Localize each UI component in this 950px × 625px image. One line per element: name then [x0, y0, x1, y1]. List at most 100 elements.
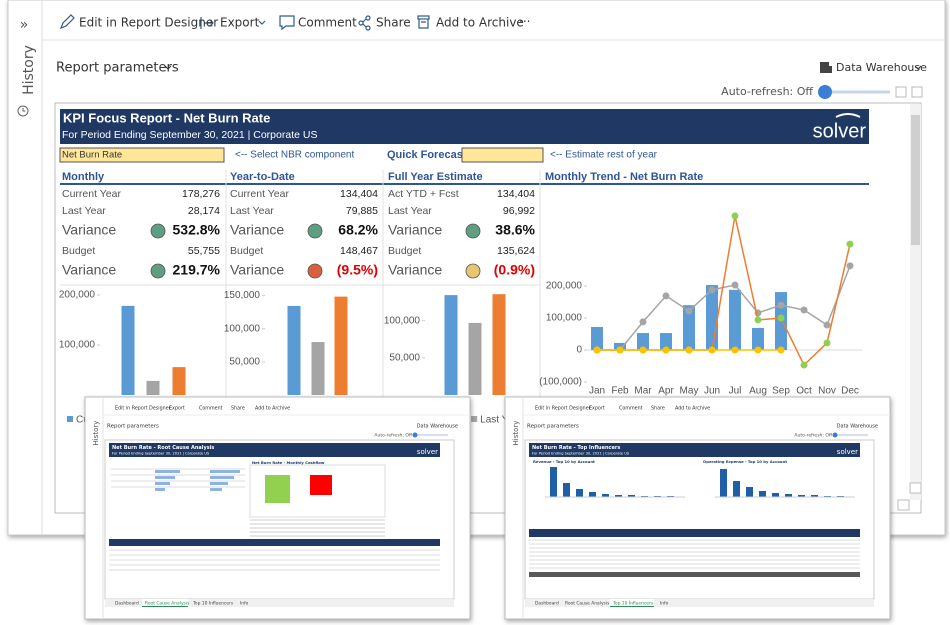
- kpi-label: Current Year: [230, 188, 289, 200]
- x-tick-label: Mar: [634, 386, 652, 397]
- select-hint: <-- Select NBR component: [235, 150, 354, 161]
- component-select[interactable]: [59, 147, 225, 163]
- forecast-input[interactable]: [461, 147, 544, 163]
- marker: [708, 286, 716, 294]
- data-bar: [759, 491, 766, 497]
- history-tab: History: [512, 421, 520, 446]
- toolbar-button[interactable]: Comment: [298, 16, 357, 30]
- kpi-label: Variance: [388, 222, 442, 238]
- logo: solver: [837, 448, 858, 456]
- toolbar-button: Export: [169, 406, 185, 412]
- scrollbar-thumb[interactable]: [911, 115, 920, 245]
- marker: [823, 321, 831, 329]
- table-header: [529, 529, 860, 537]
- kpi-label: Budget: [62, 245, 95, 257]
- data-bar: [615, 495, 622, 497]
- grid-icon[interactable]: [911, 86, 923, 98]
- toolbar-button: Share: [231, 406, 245, 412]
- scroll-right[interactable]: [897, 499, 910, 511]
- refresh-toggle: [832, 432, 838, 438]
- data-bar: [210, 470, 240, 473]
- total-row: [529, 572, 860, 577]
- kpi-label: Last Year: [230, 205, 274, 217]
- sheet-tab[interactable]: Dashboard: [535, 601, 559, 607]
- component-value[interactable]: Net Burn Rate: [62, 150, 122, 161]
- y-tick-label: 200,000: [546, 281, 583, 292]
- bar: [146, 380, 160, 395]
- report-parameters: Report parameters: [527, 424, 579, 430]
- sheet-tab[interactable]: Dashboard: [115, 601, 139, 607]
- report-subtitle: For Period Ending September 30, 2021 | C…: [62, 129, 317, 141]
- kpi-label: Budget: [388, 245, 421, 257]
- kpi-value: 38.6%: [495, 222, 535, 238]
- sheet-tab[interactable]: Info: [660, 601, 669, 607]
- data-bar: [155, 470, 180, 473]
- kpi-label: Variance: [230, 222, 284, 238]
- kpi-value: 79,885: [346, 205, 378, 217]
- report-header: [60, 109, 869, 144]
- data-bar: [628, 495, 635, 497]
- kpi-label: Current Year: [62, 188, 121, 200]
- toolbar-button[interactable]: Add to Archive: [436, 16, 524, 30]
- toolbar-button[interactable]: Edit in Report Designer: [79, 16, 218, 30]
- bar: [468, 322, 482, 395]
- data-bar: [550, 467, 557, 497]
- active-tab: [142, 599, 188, 607]
- bar: [444, 295, 458, 395]
- panel-title: Revenue - Top 10 by Account: [533, 459, 595, 464]
- kpi-value: 532.8%: [173, 222, 221, 238]
- marker: [731, 346, 739, 354]
- marker: [731, 212, 739, 220]
- marker: [593, 346, 601, 354]
- x-tick-label: Feb: [611, 386, 629, 397]
- sheet-tab[interactable]: Root Cause Analysis: [145, 601, 190, 607]
- sheet-tab[interactable]: Root Cause Analysis: [565, 601, 610, 607]
- toolbar-icons: [59, 14, 430, 31]
- bar: [334, 296, 348, 395]
- history-tab[interactable]: History: [21, 45, 37, 95]
- y-tick-label: 100,000: [59, 340, 96, 351]
- expand-icon[interactable]: [895, 86, 907, 98]
- kpi-heading: Monthly: [62, 171, 105, 183]
- status-indicator: [150, 263, 166, 279]
- bar: [683, 305, 695, 350]
- kpi-value: 219.7%: [173, 262, 221, 278]
- toolbar-button[interactable]: Export: [220, 16, 260, 30]
- y-tick-label: 100,000: [224, 323, 261, 334]
- refresh-toggle: [412, 432, 418, 438]
- sheet-tab[interactable]: Info: [240, 601, 249, 607]
- data-source: Data Warehouse: [417, 424, 458, 430]
- kpi-label: Variance: [388, 262, 442, 278]
- report-parameters[interactable]: Report parameters: [56, 61, 179, 76]
- legend-label: Last Year: [480, 415, 522, 426]
- toolbar-button[interactable]: Share: [376, 16, 411, 30]
- scrollbar[interactable]: [910, 104, 921, 500]
- more-button[interactable]: ···: [519, 15, 530, 29]
- toolbar-button: Comment: [619, 406, 643, 412]
- clock-icon[interactable]: [17, 105, 29, 117]
- kpi-heading: Full Year Estimate: [388, 171, 483, 183]
- sheet-tab[interactable]: Top 10 Influencers: [612, 601, 654, 607]
- marker: [846, 240, 854, 248]
- report-title: KPI Focus Report - Net Burn Rate: [63, 110, 270, 125]
- x-tick-label: Nov: [818, 386, 836, 397]
- report-title: Net Burn Rate - Top Influencers: [532, 445, 620, 451]
- data-source[interactable]: Data Warehouse: [836, 61, 927, 74]
- data-bar: [720, 469, 727, 497]
- status-indicator: [465, 263, 481, 279]
- sheet-tab[interactable]: Top 10 Influencers: [192, 601, 234, 607]
- expand-button[interactable]: »: [20, 17, 29, 33]
- dropdown-caret: [914, 65, 922, 70]
- data-bar: [210, 476, 234, 479]
- scroll-down[interactable]: [909, 482, 922, 494]
- refresh-toggle[interactable]: [818, 85, 832, 99]
- data-bar: [733, 481, 740, 497]
- kpi-label: Act YTD + Fcst: [388, 188, 459, 200]
- cashflow-bar: [265, 475, 290, 503]
- history-tab: History: [92, 421, 100, 446]
- data-bar: [589, 492, 596, 497]
- marker: [662, 292, 670, 300]
- auto-refresh-label: Auto-refresh: Off: [721, 85, 813, 98]
